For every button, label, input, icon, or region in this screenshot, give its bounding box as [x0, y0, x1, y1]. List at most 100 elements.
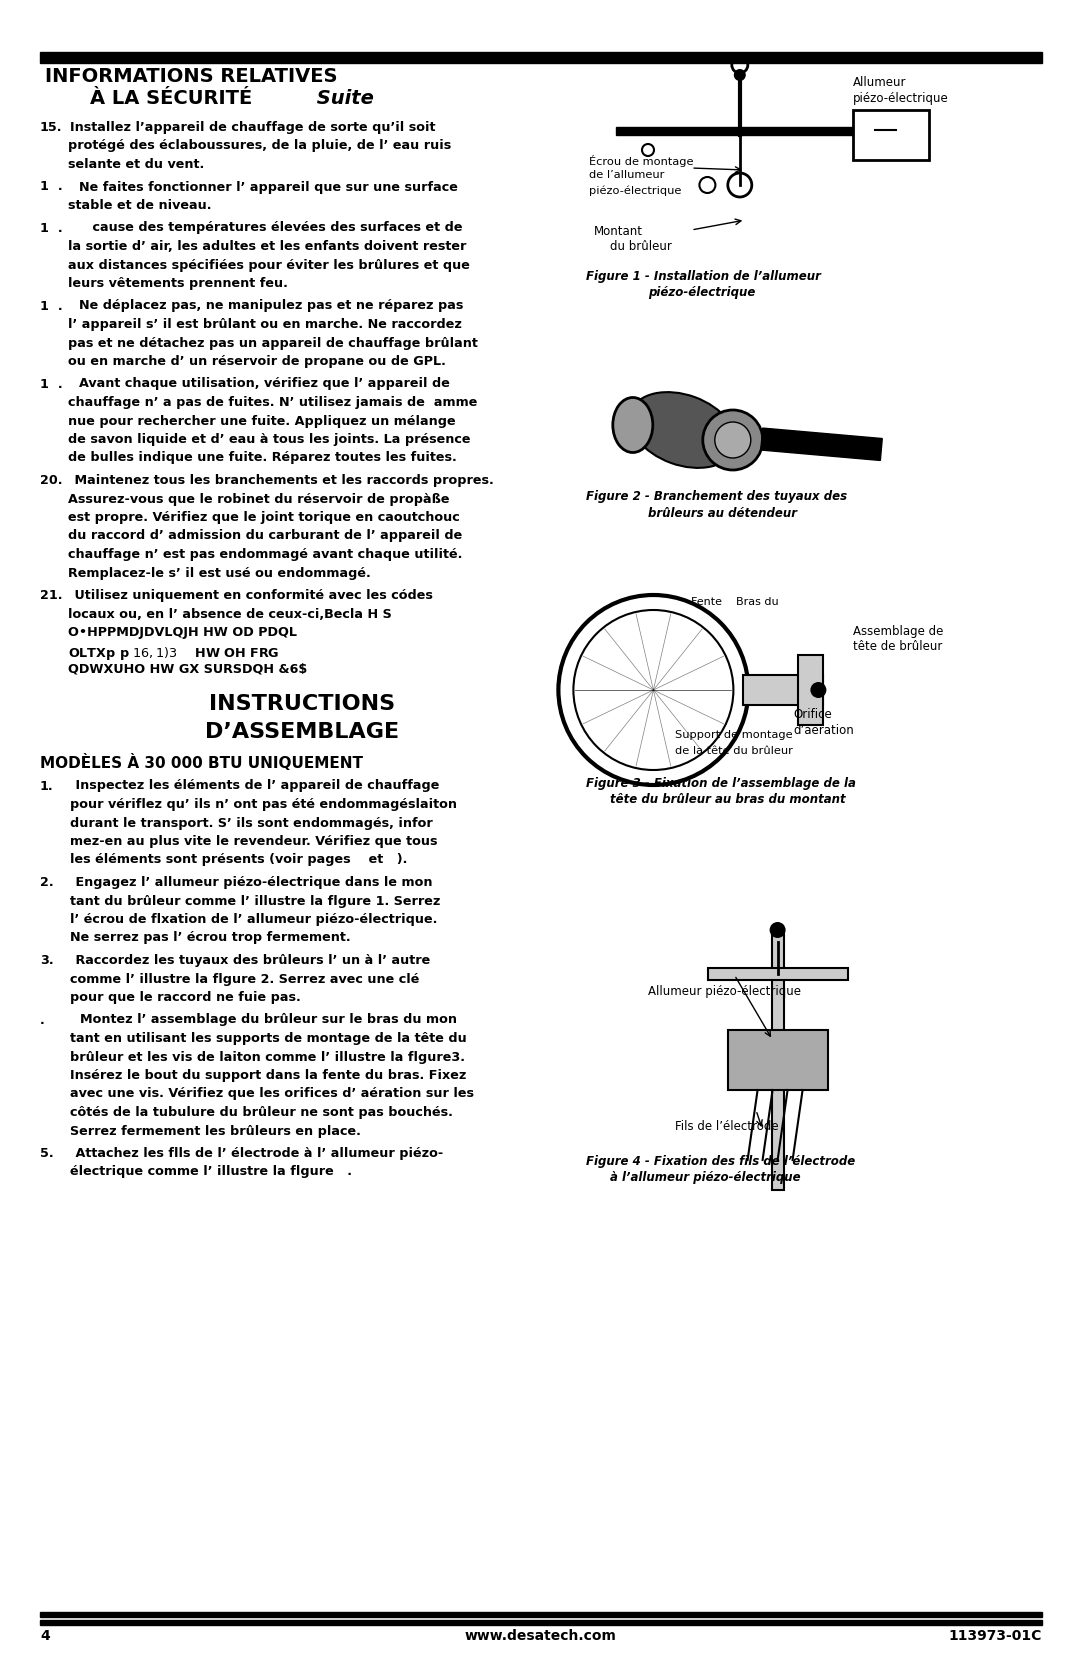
Text: 1  .: 1 .	[40, 299, 63, 312]
Text: côtés de la tubulure du brûleur ne sont pas bouchés.: côtés de la tubulure du brûleur ne sont …	[70, 1107, 453, 1118]
Text: 15.: 15.	[40, 120, 63, 134]
Circle shape	[733, 68, 746, 82]
Text: Attachez les flls de l’ électrode à l’ allumeur piézo-: Attachez les flls de l’ électrode à l’ a…	[62, 1147, 443, 1160]
Text: de bulles indique une fuite. Réparez toutes les fuites.: de bulles indique une fuite. Réparez tou…	[68, 452, 457, 464]
Text: piézo-électrique: piézo-électrique	[589, 185, 681, 195]
Text: chauffage n’ est pas endommagé avant chaque utilité.: chauffage n’ est pas endommagé avant cha…	[68, 547, 462, 561]
Text: .: .	[40, 1013, 44, 1026]
Text: 1  .: 1 .	[40, 180, 63, 194]
Text: Utilisez uniquement en conformité avec les códes: Utilisez uniquement en conformité avec l…	[70, 589, 433, 603]
Bar	[798, 654, 823, 724]
Text: Figure 3 - Fixation de l’assemblage de la: Figure 3 - Fixation de l’assemblage de l…	[586, 778, 856, 789]
Text: de savon liquide et d’ eau à tous les joints. La présence: de savon liquide et d’ eau à tous les jo…	[68, 432, 471, 446]
Text: durant le transport. S’ ils sont endommagés, infor: durant le transport. S’ ils sont endomma…	[70, 816, 433, 829]
Text: 1  .: 1 .	[40, 377, 63, 391]
Text: piézo-électrique: piézo-électrique	[853, 92, 949, 105]
Text: Allumeur piézo-électrique: Allumeur piézo-électrique	[648, 985, 801, 998]
Text: Figure 1 - Installation de l’allumeur: Figure 1 - Installation de l’allumeur	[586, 270, 821, 284]
Text: à l’allumeur piézo-électrique: à l’allumeur piézo-électrique	[610, 1172, 801, 1183]
Text: QDWXUHO HW GX SURSDQH &6$: QDWXUHO HW GX SURSDQH &6$	[68, 663, 307, 676]
Text: du brûleur: du brûleur	[610, 240, 672, 254]
Text: Figure 2 - Branchement des tuyaux des: Figure 2 - Branchement des tuyaux des	[586, 491, 848, 502]
Text: Ne faites fonctionner l’ appareil que sur une surface: Ne faites fonctionner l’ appareil que su…	[70, 180, 458, 194]
Ellipse shape	[630, 392, 735, 467]
Text: INFORMATIONS RELATIVES: INFORMATIONS RELATIVES	[45, 67, 337, 87]
Text: 4: 4	[40, 1629, 50, 1642]
Text: 2.: 2.	[40, 876, 54, 890]
Text: les éléments sont présents (voir pages    et   ).: les éléments sont présents (voir pages e…	[70, 853, 407, 866]
Text: Figure 4 - Fixation des fils de l’électrode: Figure 4 - Fixation des fils de l’électr…	[586, 1155, 855, 1168]
Text: Raccordez les tuyaux des brûleurs l’ un à l’ autre: Raccordez les tuyaux des brûleurs l’ un …	[62, 955, 430, 966]
Text: comme l’ illustre la flgure 2. Serrez avec une clé: comme l’ illustre la flgure 2. Serrez av…	[70, 973, 419, 985]
Text: Serrez fermement les brûleurs en place.: Serrez fermement les brûleurs en place.	[70, 1125, 361, 1138]
Text: l’ appareil s’ il est brûlant ou en marche. Ne raccordez: l’ appareil s’ il est brûlant ou en marc…	[68, 319, 462, 330]
Text: Installez l’appareil de chauffage de sorte qu’il soit: Installez l’appareil de chauffage de sor…	[70, 120, 435, 134]
Text: À LA SÉCURITÉ: À LA SÉCURITÉ	[90, 88, 253, 108]
Text: stable et de niveau.: stable et de niveau.	[68, 199, 212, 212]
Text: Écrou de montage: Écrou de montage	[589, 155, 693, 167]
Text: d’aération: d’aération	[794, 724, 854, 738]
Bar	[853, 110, 929, 160]
Text: Ne serrez pas l’ écrou trop fermement.: Ne serrez pas l’ écrou trop fermement.	[70, 931, 351, 945]
Text: Suite: Suite	[310, 88, 374, 108]
Text: Support de montage: Support de montage	[675, 729, 793, 739]
Text: piézo-électrique: piézo-électrique	[648, 285, 755, 299]
Text: pour que le raccord ne fuie pas.: pour que le raccord ne fuie pas.	[70, 991, 300, 1005]
Text: OLTXp p $16, 1)3$    HW OH FRG: OLTXp p $16, 1)3$ HW OH FRG	[68, 644, 280, 661]
Bar	[40, 1621, 1042, 1626]
Bar	[616, 127, 853, 135]
Text: de la tête du brûleur: de la tête du brûleur	[675, 746, 793, 756]
Text: tant en utilisant les supports de montage de la tête du: tant en utilisant les supports de montag…	[70, 1031, 467, 1045]
Text: Fente    Bras du: Fente Bras du	[691, 598, 779, 608]
Text: leurs vêtements prennent feu.: leurs vêtements prennent feu.	[68, 277, 288, 290]
Text: tête du brûleur au bras du montant: tête du brûleur au bras du montant	[610, 793, 846, 806]
Text: 21.: 21.	[40, 589, 63, 603]
Text: pas et ne détachez pas un appareil de chauffage brûlant: pas et ne détachez pas un appareil de ch…	[68, 337, 477, 349]
Text: tête de brûleur: tête de brûleur	[853, 639, 943, 653]
Bar	[771, 930, 784, 1190]
Text: du raccord d’ admission du carburant de l’ appareil de: du raccord d’ admission du carburant de …	[68, 529, 462, 542]
Bar	[728, 1030, 827, 1090]
Bar	[40, 52, 1042, 63]
Text: Insérez le bout du support dans la fente du bras. Fixez: Insérez le bout du support dans la fente…	[70, 1070, 467, 1082]
Text: Assemblage de: Assemblage de	[853, 624, 944, 638]
Text: Avant chaque utilisation, vérifiez que l’ appareil de: Avant chaque utilisation, vérifiez que l…	[70, 377, 450, 391]
Text: Ne déplacez pas, ne manipulez pas et ne réparez pas: Ne déplacez pas, ne manipulez pas et ne …	[70, 299, 463, 312]
Ellipse shape	[612, 397, 652, 452]
Circle shape	[703, 411, 762, 471]
Text: nue pour rechercher une fuite. Appliquez un mélange: nue pour rechercher une fuite. Appliquez…	[68, 414, 456, 427]
Text: 5.: 5.	[40, 1147, 54, 1160]
Text: Montez l’ assemblage du brûleur sur le bras du mon: Montez l’ assemblage du brûleur sur le b…	[62, 1013, 457, 1026]
Text: chauffage n’ a pas de fuites. N’ utilisez jamais de  amme: chauffage n’ a pas de fuites. N’ utilise…	[68, 396, 477, 409]
Circle shape	[715, 422, 751, 457]
Text: avec une vis. Vérifiez que les orifices d’ aération sur les: avec une vis. Vérifiez que les orifices …	[70, 1088, 474, 1100]
Text: aux distances spécifiées pour éviter les brûlures et que: aux distances spécifiées pour éviter les…	[68, 259, 470, 272]
Text: cause des températures élevées des surfaces et de: cause des températures élevées des surfa…	[70, 222, 462, 235]
Bar	[40, 1612, 1042, 1617]
Text: est propre. Vérifiez que le joint torique en caoutchouc: est propre. Vérifiez que le joint toriqu…	[68, 511, 460, 524]
Text: l’ écrou de flxation de l’ allumeur piézo-électrique.: l’ écrou de flxation de l’ allumeur piéz…	[70, 913, 437, 926]
Circle shape	[770, 921, 785, 938]
Bar	[707, 968, 848, 980]
Circle shape	[810, 683, 826, 698]
Text: Assurez-vous que le robinet du réservoir de propàße: Assurez-vous que le robinet du réservoir…	[68, 492, 449, 506]
Text: Fils de l’électrode: Fils de l’électrode	[675, 1120, 779, 1133]
Text: brûleurs au détendeur: brûleurs au détendeur	[648, 507, 797, 521]
Text: 3.: 3.	[40, 955, 54, 966]
Text: 113973-01C: 113973-01C	[948, 1629, 1042, 1642]
Text: électrique comme l’ illustre la flgure   .: électrique comme l’ illustre la flgure .	[70, 1165, 352, 1178]
Text: O•HPPMDJDVLQJH HW OD PDQL: O•HPPMDJDVLQJH HW OD PDQL	[68, 626, 297, 639]
Text: Allumeur: Allumeur	[853, 77, 907, 88]
Bar	[760, 427, 882, 461]
Text: D’ASSEMBLAGE: D’ASSEMBLAGE	[205, 721, 400, 741]
Text: tant du brûleur comme l’ illustre la flgure 1. Serrez: tant du brûleur comme l’ illustre la flg…	[70, 895, 441, 908]
Text: pour vériflez qu’ ils n’ ont pas été endommagéslaiton: pour vériflez qu’ ils n’ ont pas été end…	[70, 798, 457, 811]
Text: ou en marche d’ un réservoir de propane ou de GPL.: ou en marche d’ un réservoir de propane …	[68, 355, 446, 367]
Text: Montant: Montant	[594, 225, 643, 239]
Text: www.desatech.com: www.desatech.com	[464, 1629, 616, 1642]
Text: 1  .: 1 .	[40, 222, 63, 235]
Text: INSTRUCTIONS: INSTRUCTIONS	[210, 694, 395, 714]
Text: Inspectez les éléments de l’ appareil de chauffage: Inspectez les éléments de l’ appareil de…	[62, 779, 440, 793]
Bar	[743, 674, 823, 704]
Text: Remplacez-le s’ il est usé ou endommagé.: Remplacez-le s’ il est usé ou endommagé.	[68, 566, 370, 579]
